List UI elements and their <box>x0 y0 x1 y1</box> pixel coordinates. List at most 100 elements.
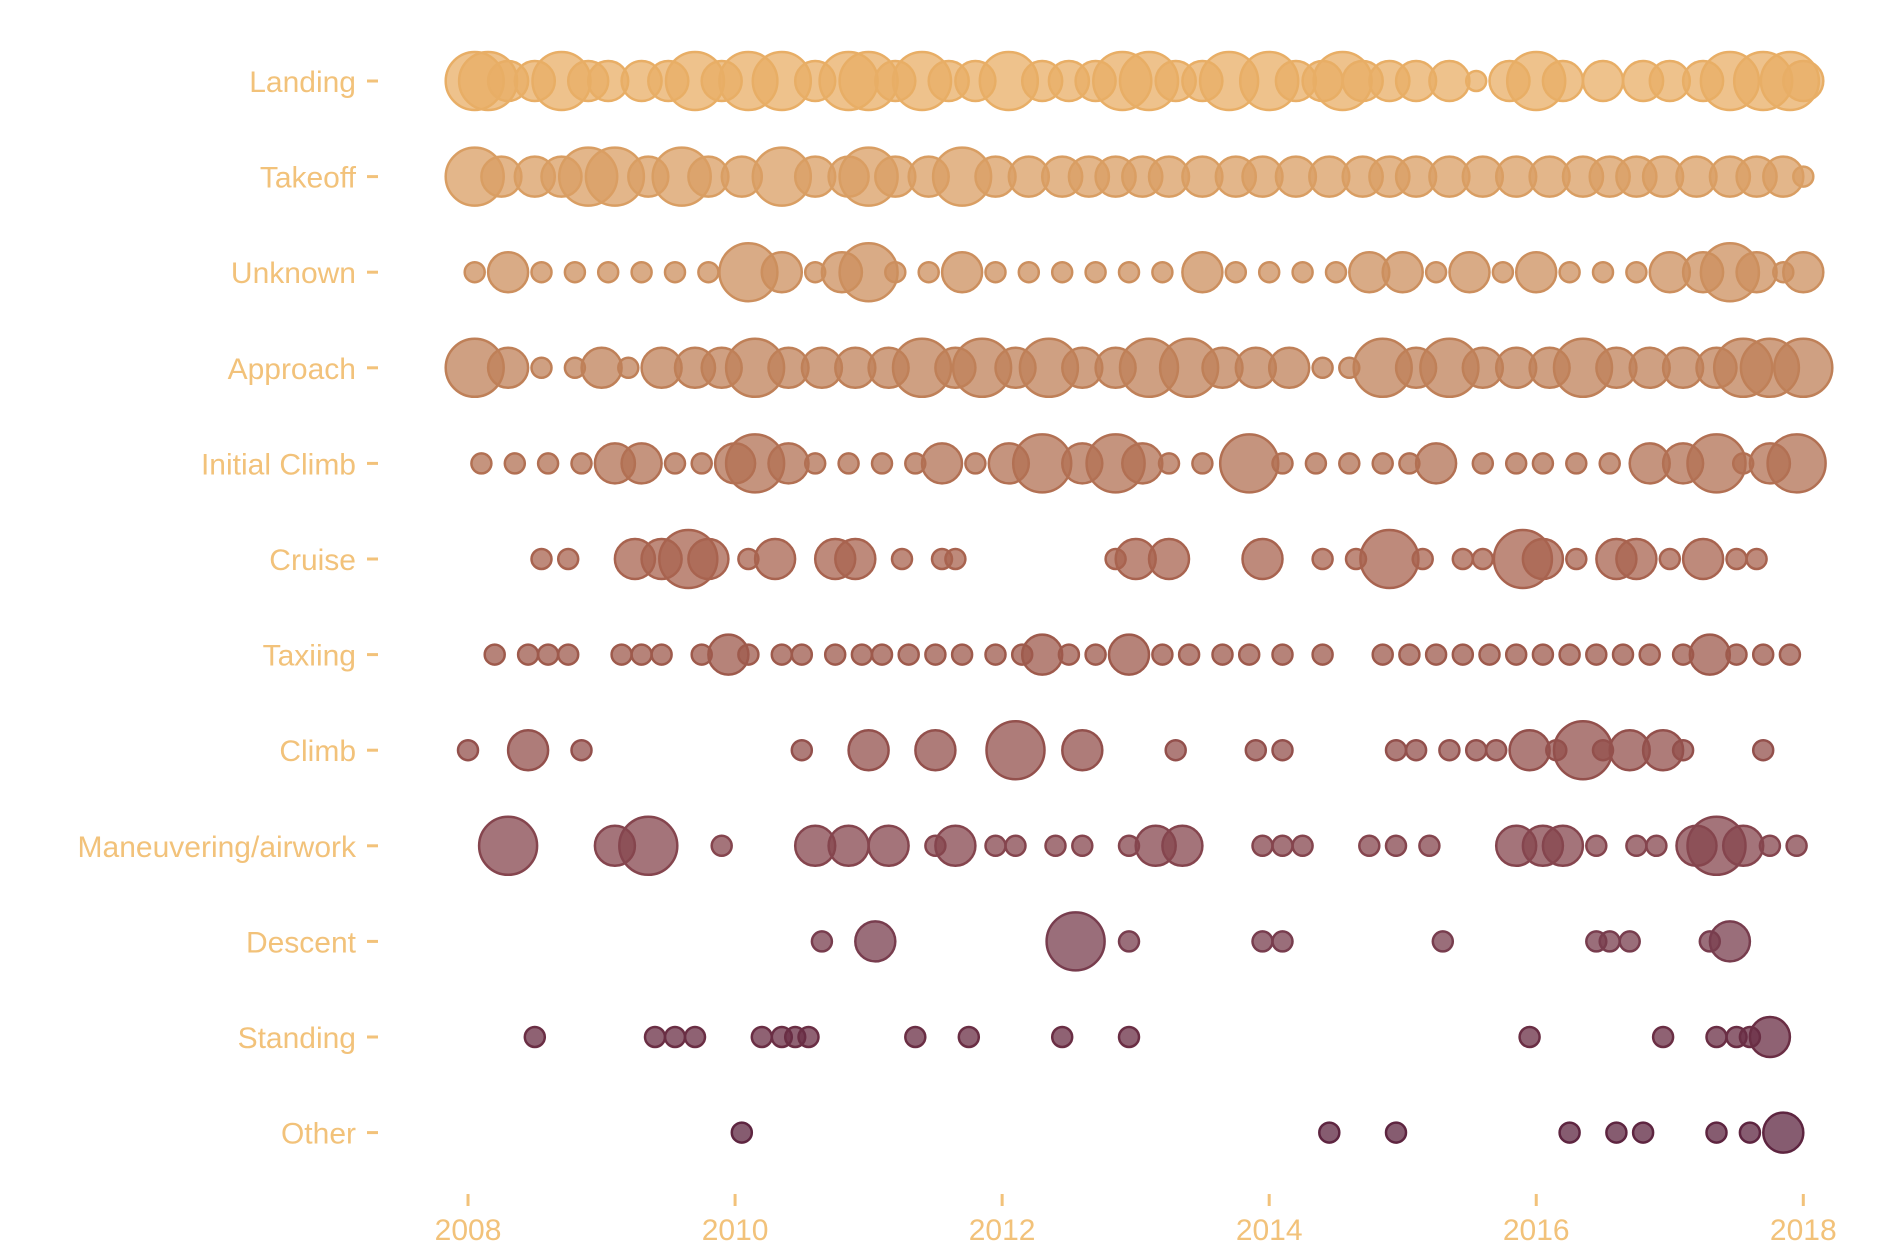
data-point <box>1451 643 1475 666</box>
data-point <box>1191 452 1214 475</box>
data-point <box>536 643 560 666</box>
data-point <box>1625 260 1648 284</box>
data-point <box>1017 260 1041 284</box>
data-point <box>486 346 530 390</box>
data-point <box>1615 537 1658 581</box>
data-point <box>1792 165 1815 188</box>
data-point <box>663 452 687 475</box>
data-point <box>1782 250 1825 294</box>
data-point <box>556 547 580 571</box>
data-point <box>618 815 679 877</box>
data-point <box>1681 537 1725 581</box>
data-point <box>1181 250 1224 294</box>
data-point <box>1117 260 1141 284</box>
data-point <box>1121 442 1164 485</box>
data-point <box>1758 834 1782 858</box>
category-label: Taxiing <box>263 640 356 673</box>
data-point <box>1061 728 1104 772</box>
data-point <box>750 1025 774 1049</box>
data-point <box>1605 1121 1628 1144</box>
data-point <box>1464 738 1488 762</box>
category-label: Climb <box>279 735 356 768</box>
data-point <box>1117 930 1141 953</box>
data-point <box>663 1025 687 1049</box>
data-point <box>503 452 527 475</box>
data-point <box>1705 1025 1728 1049</box>
data-point <box>483 643 506 666</box>
data-point <box>1464 69 1488 93</box>
data-point <box>1778 643 1802 666</box>
data-point <box>870 643 894 666</box>
data-point <box>897 643 920 666</box>
data-point <box>1117 1025 1141 1049</box>
data-point <box>530 260 553 284</box>
data-point <box>1020 633 1064 676</box>
data-point <box>767 442 810 485</box>
data-point <box>630 260 653 284</box>
series-standing: Standing <box>238 1015 1792 1059</box>
data-point <box>924 643 947 666</box>
data-point <box>1404 738 1428 762</box>
data-point <box>730 1121 754 1144</box>
data-point <box>1045 911 1106 972</box>
data-point <box>570 738 593 762</box>
data-point <box>944 547 967 571</box>
data-point <box>1541 824 1585 868</box>
data-point <box>1735 250 1778 294</box>
data-point <box>1751 643 1775 666</box>
category-label: Other <box>281 1118 356 1151</box>
category-label: Maneuvering/airwork <box>78 831 357 864</box>
data-point <box>1598 930 1621 953</box>
data-point <box>957 1025 981 1049</box>
data-point <box>904 1025 927 1049</box>
data-point <box>753 537 797 581</box>
data-point <box>1448 250 1491 294</box>
data-point <box>920 442 964 485</box>
data-point <box>506 728 550 772</box>
series-descent: Descent <box>246 911 1752 972</box>
data-point <box>1598 452 1621 475</box>
data-point <box>1311 547 1334 571</box>
data-point <box>1518 1025 1541 1049</box>
data-point <box>697 260 720 284</box>
data-point <box>1151 643 1174 666</box>
data-point <box>837 452 860 475</box>
data-point <box>827 824 870 868</box>
data-point <box>477 815 539 877</box>
data-point <box>803 452 827 475</box>
data-point <box>1438 738 1461 762</box>
data-point <box>1224 260 1248 284</box>
data-point <box>470 452 493 475</box>
data-point <box>1585 643 1608 666</box>
data-point <box>1748 1015 1792 1059</box>
data-point <box>1751 738 1775 762</box>
data-point <box>530 547 553 571</box>
data-point <box>964 452 987 475</box>
data-point <box>1271 738 1294 762</box>
data-point <box>1491 260 1515 284</box>
data-point <box>890 547 914 571</box>
data-point <box>1424 260 1448 284</box>
data-point <box>1565 452 1588 475</box>
data-point <box>1431 930 1455 953</box>
data-point <box>1257 260 1281 284</box>
data-point <box>934 824 977 868</box>
data-point <box>556 643 580 666</box>
data-point <box>580 346 623 390</box>
data-point <box>1267 346 1311 390</box>
data-point <box>1565 547 1588 571</box>
data-point <box>1291 834 1314 858</box>
data-point <box>1581 59 1625 103</box>
data-point <box>1451 547 1475 571</box>
data-point <box>1618 930 1641 953</box>
data-point <box>650 643 673 666</box>
data-point <box>463 260 486 284</box>
data-point <box>610 643 633 666</box>
x-tick-label: 2008 <box>435 1214 502 1247</box>
data-point <box>984 834 1007 858</box>
data-point <box>1211 643 1234 666</box>
data-point <box>1471 547 1495 571</box>
data-point <box>1705 1121 1728 1144</box>
data-point <box>1531 643 1555 666</box>
data-point <box>1050 260 1074 284</box>
